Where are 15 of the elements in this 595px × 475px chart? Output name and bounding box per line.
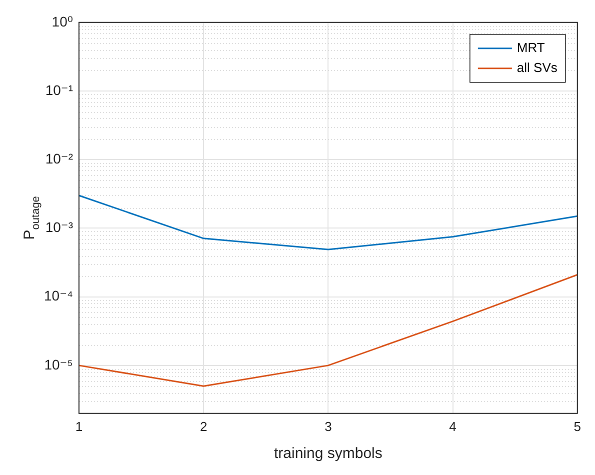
x-tick-label: 5 bbox=[574, 418, 581, 434]
x-axis-title: training symbols bbox=[274, 445, 382, 462]
x-tick-label: 1 bbox=[75, 418, 83, 434]
y-tick-label: 10⁻¹ bbox=[45, 82, 74, 98]
x-tick-label: 2 bbox=[200, 418, 208, 434]
y-axis-title: Poutage bbox=[20, 196, 42, 240]
x-tick-label: 3 bbox=[324, 418, 332, 434]
legend-label: MRT bbox=[516, 40, 545, 55]
legend-label: all SVs bbox=[516, 60, 558, 75]
y-tick-label: 10⁻³ bbox=[45, 219, 74, 236]
y-tick-label: 10⁰ bbox=[52, 13, 74, 30]
y-tick-label: 10⁻⁴ bbox=[44, 288, 73, 304]
x-tick-label: 4 bbox=[449, 418, 456, 434]
y-tick-label: 10⁻² bbox=[45, 150, 74, 166]
y-tick-label: 10⁻⁵ bbox=[44, 356, 73, 372]
